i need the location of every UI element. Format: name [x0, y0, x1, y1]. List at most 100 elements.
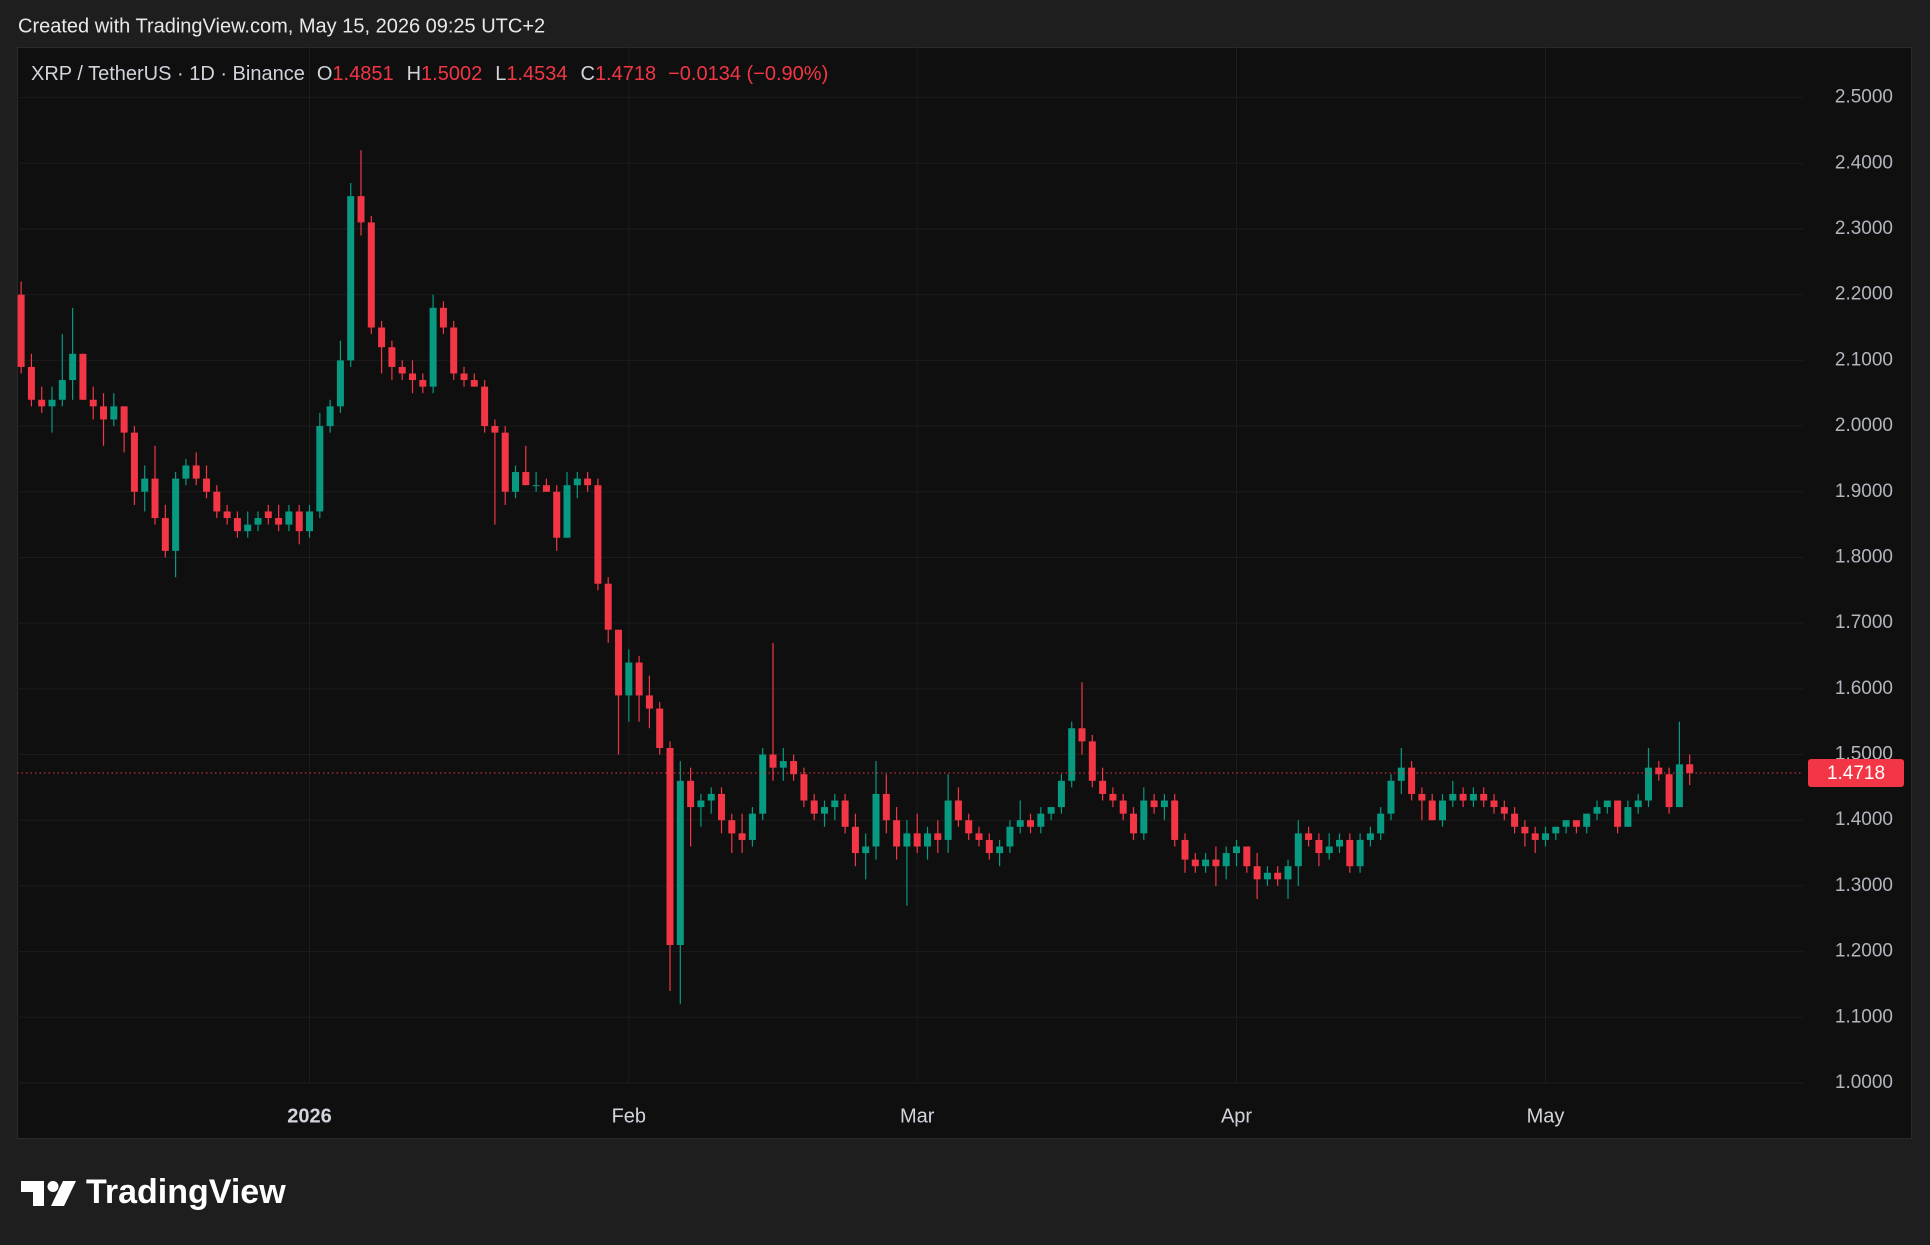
ohlc-value: 1.4851	[332, 63, 393, 85]
legend: XRP / TetherUS · 1D · Binance O1.4851 H1.5…	[31, 63, 828, 85]
candle-body	[831, 800, 839, 808]
candle-body	[429, 307, 437, 387]
y-tick-label: 1.3000	[1835, 875, 1893, 896]
x-tick-label: 2026	[287, 1105, 332, 1127]
brand-name: TradingView	[86, 1173, 286, 1211]
candle-body	[635, 662, 643, 696]
candle-body	[1449, 793, 1457, 801]
candle-body	[285, 511, 293, 525]
candle-body	[1078, 728, 1086, 742]
candle-body	[501, 432, 509, 492]
candle-body	[172, 478, 180, 551]
candle-body	[1531, 833, 1539, 840]
candle-body	[1119, 800, 1127, 814]
y-tick-label: 2.3000	[1835, 218, 1893, 239]
candle-body	[512, 472, 520, 492]
candle-body	[1037, 813, 1045, 827]
candle-body	[151, 478, 159, 519]
candle-body	[965, 820, 973, 834]
candle-body	[264, 511, 272, 519]
candle-body	[728, 820, 736, 834]
logo-part	[51, 1181, 76, 1206]
candle-body	[1686, 764, 1694, 774]
ohlc-label: L	[495, 63, 506, 85]
candle-body	[800, 774, 808, 801]
candle-body	[1408, 767, 1416, 794]
candle-body	[666, 747, 674, 946]
candle-body	[1068, 728, 1076, 781]
candle-body	[1500, 807, 1508, 814]
candle-body	[1212, 859, 1220, 867]
symbol-title: XRP / TetherUS · 1D · Binance	[31, 63, 305, 85]
candle-body	[1366, 833, 1374, 840]
candle-body	[1418, 793, 1426, 801]
brand-logo	[21, 1181, 76, 1206]
candle-body	[645, 695, 653, 709]
candle-body	[491, 426, 499, 433]
candle-body	[38, 399, 46, 407]
candle-body	[1346, 839, 1354, 867]
chart-panel	[17, 47, 1912, 1139]
candle-body	[1655, 767, 1663, 775]
candle-body	[130, 432, 138, 492]
candle-body	[851, 826, 859, 854]
ohlc-label: O	[317, 63, 333, 85]
candle-body	[1480, 793, 1488, 801]
ohlc-value: 1.4718	[595, 63, 656, 85]
candle-body	[1521, 826, 1529, 834]
candle-body	[1542, 833, 1550, 840]
candle-body	[1572, 820, 1580, 827]
candle-body	[522, 472, 530, 486]
candle-body	[1665, 774, 1673, 808]
candle-body	[1016, 820, 1024, 827]
candle-body	[439, 307, 447, 328]
candle-body	[1614, 800, 1622, 827]
candle-body	[1181, 839, 1189, 860]
candle-body	[1593, 807, 1601, 814]
candle-body	[934, 833, 942, 840]
candle-body	[1233, 846, 1241, 854]
ohlc-value: 1.5002	[421, 63, 482, 85]
candle-body	[687, 780, 695, 808]
candle-body	[1603, 800, 1611, 808]
candle-body	[1397, 767, 1405, 781]
candles	[17, 150, 1694, 1005]
candle-body	[1645, 767, 1653, 801]
candle-body	[779, 761, 787, 768]
candle-body	[460, 373, 468, 381]
candle-body	[1099, 780, 1107, 794]
candle-body	[223, 511, 231, 519]
candle-body	[450, 327, 458, 374]
candle-body	[141, 478, 149, 492]
candle-body	[975, 833, 983, 840]
candle-body	[58, 380, 66, 400]
candle-body	[120, 406, 128, 433]
candle-body	[481, 386, 489, 427]
y-tick-label: 1.4000	[1835, 809, 1893, 830]
candle-body	[542, 485, 550, 492]
candle-body	[738, 833, 746, 840]
candle-body	[573, 478, 581, 486]
candle-body	[944, 800, 952, 840]
x-tick-label: Apr	[1221, 1105, 1252, 1127]
candle-body	[841, 800, 849, 827]
candle-body	[584, 478, 592, 486]
candle-body	[1243, 846, 1251, 867]
y-tick-label: 1.9000	[1835, 481, 1893, 502]
candle-body	[1428, 800, 1436, 821]
candle-body	[254, 518, 262, 525]
candle-body	[625, 662, 633, 696]
candle-body	[532, 485, 540, 487]
candle-body	[1583, 813, 1591, 827]
y-tick-label: 2.4000	[1835, 152, 1893, 173]
candle-body	[810, 800, 818, 814]
candle-body	[893, 820, 901, 847]
y-tick-label: 1.2000	[1835, 941, 1893, 962]
y-tick-label: 1.6000	[1835, 678, 1893, 699]
candle-body	[1047, 807, 1055, 814]
candle-body	[1222, 853, 1230, 867]
candle-body	[1140, 800, 1148, 834]
candle-body	[1490, 800, 1498, 808]
candle-body	[161, 518, 169, 551]
candle-body	[1634, 800, 1642, 808]
